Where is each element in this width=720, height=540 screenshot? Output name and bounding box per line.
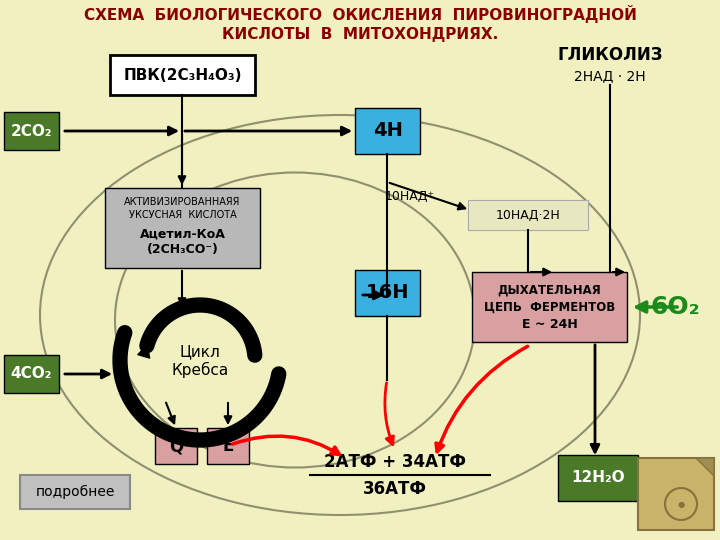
Bar [20, 475, 130, 509]
Text: СХЕМА  БИОЛОГИЧЕСКОГО  ОКИСЛЕНИЯ  ПИРОВИНОГРАДНОЙ: СХЕМА БИОЛОГИЧЕСКОГО ОКИСЛЕНИЯ ПИРОВИНОГ… [84, 5, 636, 23]
Bar [355, 270, 420, 316]
Text: ДЫХАТЕЛЬНАЯ: ДЫХАТЕЛЬНАЯ [498, 284, 601, 296]
Text: 12Н₂О: 12Н₂О [571, 470, 625, 485]
Text: 6O₂: 6O₂ [650, 295, 700, 319]
Text: ПВК(2С₃Н₄О₃): ПВК(2С₃Н₄О₃) [123, 68, 242, 83]
Text: 36АТФ: 36АТФ [363, 480, 427, 498]
Text: 16Н: 16Н [366, 284, 409, 302]
Bar [638, 458, 714, 530]
Polygon shape [696, 458, 714, 476]
Text: ЦЕПЬ  ФЕРМЕНТОВ: ЦЕПЬ ФЕРМЕНТОВ [484, 300, 615, 314]
Bar [355, 108, 420, 154]
Bar [558, 455, 638, 501]
Text: 4CO₂: 4CO₂ [10, 367, 52, 381]
Text: Е ~ 24Н: Е ~ 24Н [521, 318, 577, 330]
Text: ГЛИКОЛИЗ: ГЛИКОЛИЗ [557, 46, 662, 64]
Text: Ацетил-КоА: Ацетил-КоА [140, 227, 225, 240]
Text: КИСЛОТЫ  В  МИТОХОНДРИЯХ.: КИСЛОТЫ В МИТОХОНДРИЯХ. [222, 26, 498, 42]
Text: 4Н: 4Н [372, 122, 402, 140]
Text: подробнее: подробнее [35, 485, 114, 499]
Bar [105, 188, 260, 268]
Bar [4, 112, 59, 150]
Text: 2НАД · 2Н: 2НАД · 2Н [574, 69, 646, 83]
Bar [155, 428, 197, 464]
Bar [110, 55, 255, 95]
Bar [468, 200, 588, 230]
Text: 10НАД⁺: 10НАД⁺ [385, 190, 435, 202]
Bar [4, 355, 59, 393]
Bar [207, 428, 249, 464]
Bar [472, 272, 627, 342]
Text: УКСУСНАЯ  КИСЛОТА: УКСУСНАЯ КИСЛОТА [129, 210, 236, 220]
Text: Цикл: Цикл [179, 345, 220, 360]
Text: ●: ● [678, 500, 685, 509]
Text: 2CO₂: 2CO₂ [10, 124, 52, 138]
Text: E: E [222, 437, 234, 455]
Text: Q: Q [169, 437, 183, 455]
Text: 10НАД·2Н: 10НАД·2Н [495, 208, 560, 221]
Text: АКТИВИЗИРОВАННАЯЯ: АКТИВИЗИРОВАННАЯЯ [125, 197, 240, 207]
Text: Кребса: Кребса [171, 362, 229, 378]
Text: 2АТФ + 34АТФ: 2АТФ + 34АТФ [324, 453, 466, 471]
Text: (2СН₃СО⁻): (2СН₃СО⁻) [147, 244, 218, 256]
